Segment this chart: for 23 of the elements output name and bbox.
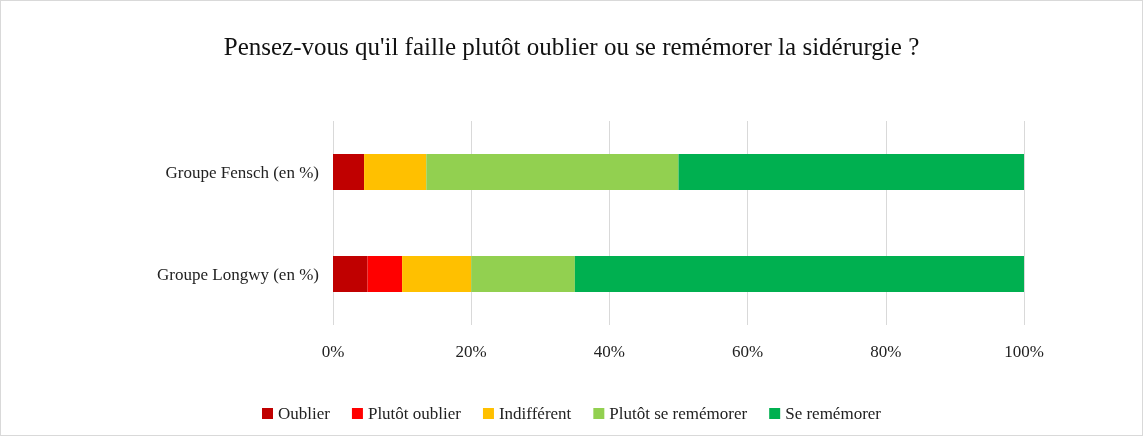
bar — [333, 154, 365, 190]
bar — [426, 154, 679, 190]
x-tick-label: 80% — [870, 342, 902, 361]
chart-title: Pensez-vous qu'il faille plutôt oublier ou se remémorer la sidérurgie ? — [223, 33, 920, 60]
legend-label: Plutôt oublier — [367, 404, 462, 423]
bar — [471, 256, 575, 292]
x-tick-label: 60% — [732, 342, 764, 361]
x-tick-label: 0% — [321, 342, 345, 361]
bar — [678, 154, 1024, 190]
legend-label: Plutôt se remémorer — [609, 404, 748, 423]
legend-label: Se remémorer — [785, 404, 882, 423]
y-tick-label: Groupe Fensch (en %) — [165, 162, 319, 182]
bar — [402, 256, 472, 292]
bar — [367, 256, 403, 292]
x-tick-label: 100% — [1004, 342, 1044, 361]
bar — [333, 256, 368, 292]
bar — [364, 154, 427, 190]
bar — [574, 256, 1024, 292]
x-tick-label: 20% — [455, 342, 487, 361]
y-tick-label: Groupe Longwy (en %) — [157, 264, 319, 284]
legend-label: Oublier — [278, 404, 331, 423]
legend-label: Indifférent — [498, 404, 572, 423]
x-tick-label: 40% — [593, 342, 625, 361]
